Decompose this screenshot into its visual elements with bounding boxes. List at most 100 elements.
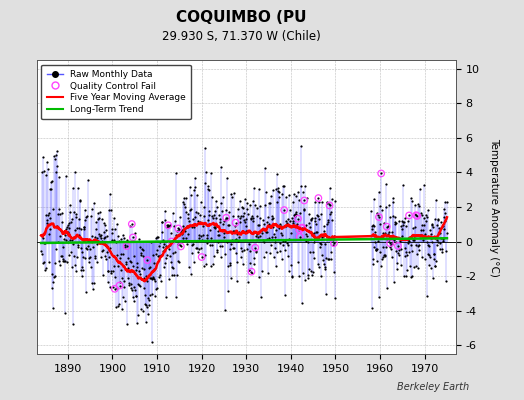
Point xyxy=(129,234,137,241)
Point xyxy=(138,265,146,271)
Point xyxy=(237,245,246,251)
Point xyxy=(368,261,377,268)
Point xyxy=(236,219,244,225)
Point xyxy=(385,229,394,235)
Point xyxy=(394,243,402,249)
Point xyxy=(386,214,394,220)
Point xyxy=(399,219,407,225)
Point xyxy=(264,214,272,220)
Point xyxy=(112,304,121,310)
Point xyxy=(384,236,392,242)
Point xyxy=(224,263,233,269)
Point xyxy=(216,215,224,222)
Point xyxy=(268,215,277,221)
Point xyxy=(429,251,438,257)
Point xyxy=(170,272,178,278)
Point xyxy=(88,233,96,240)
Point xyxy=(84,243,93,249)
Point xyxy=(437,224,445,231)
Point xyxy=(65,225,73,231)
Point xyxy=(133,264,141,270)
Point xyxy=(123,321,132,327)
Point xyxy=(106,284,114,291)
Point xyxy=(144,311,152,318)
Point xyxy=(330,240,338,246)
Point xyxy=(148,339,156,345)
Point xyxy=(281,238,289,244)
Point xyxy=(46,186,54,192)
Point xyxy=(162,224,171,230)
Point xyxy=(61,258,69,264)
Point xyxy=(272,249,281,255)
Point xyxy=(224,222,232,229)
Point xyxy=(143,278,151,284)
Point xyxy=(241,219,249,225)
Point xyxy=(104,279,113,285)
Point xyxy=(39,235,48,241)
Point xyxy=(260,220,269,227)
Point xyxy=(85,236,93,243)
Point xyxy=(119,284,128,290)
Point xyxy=(71,268,80,274)
Point xyxy=(185,264,193,270)
Point xyxy=(71,169,80,175)
Point xyxy=(113,221,122,228)
Point xyxy=(94,231,103,238)
Point xyxy=(328,196,336,202)
Point xyxy=(425,262,433,269)
Point xyxy=(169,250,178,256)
Point xyxy=(160,241,168,248)
Point xyxy=(126,258,134,264)
Point xyxy=(38,232,46,239)
Point xyxy=(403,252,411,258)
Point xyxy=(134,281,143,287)
Point xyxy=(146,292,154,298)
Point xyxy=(169,265,177,271)
Point xyxy=(422,239,431,245)
Point xyxy=(190,259,198,265)
Point xyxy=(177,230,185,236)
Point xyxy=(403,240,412,246)
Point xyxy=(68,216,77,222)
Point xyxy=(406,234,414,241)
Point xyxy=(183,223,191,229)
Point xyxy=(266,200,274,207)
Point xyxy=(319,233,328,239)
Point xyxy=(436,234,445,241)
Point xyxy=(93,235,101,241)
Point xyxy=(409,224,417,231)
Point xyxy=(149,273,158,280)
Point xyxy=(46,226,54,232)
Point xyxy=(326,256,335,262)
Point xyxy=(65,252,73,258)
Point xyxy=(163,223,172,230)
Point xyxy=(414,203,423,209)
Point xyxy=(394,250,402,256)
Point xyxy=(311,215,319,222)
Point xyxy=(233,231,241,238)
Point xyxy=(194,210,202,216)
Point xyxy=(127,259,135,265)
Point xyxy=(418,253,426,260)
Point xyxy=(233,259,242,265)
Point xyxy=(258,226,266,233)
Point xyxy=(133,260,141,266)
Point xyxy=(196,199,205,205)
Point xyxy=(402,273,410,280)
Point xyxy=(51,152,60,158)
Point xyxy=(424,242,432,248)
Point xyxy=(227,274,235,281)
Point xyxy=(303,272,312,278)
Point xyxy=(301,182,309,189)
Point xyxy=(263,236,271,242)
Point xyxy=(292,193,300,199)
Point xyxy=(138,246,146,252)
Point xyxy=(436,246,444,253)
Point xyxy=(226,262,234,268)
Point xyxy=(222,214,231,221)
Point xyxy=(173,241,182,247)
Point xyxy=(263,229,271,236)
Point xyxy=(185,218,193,225)
Point xyxy=(163,252,172,258)
Point xyxy=(258,268,266,274)
